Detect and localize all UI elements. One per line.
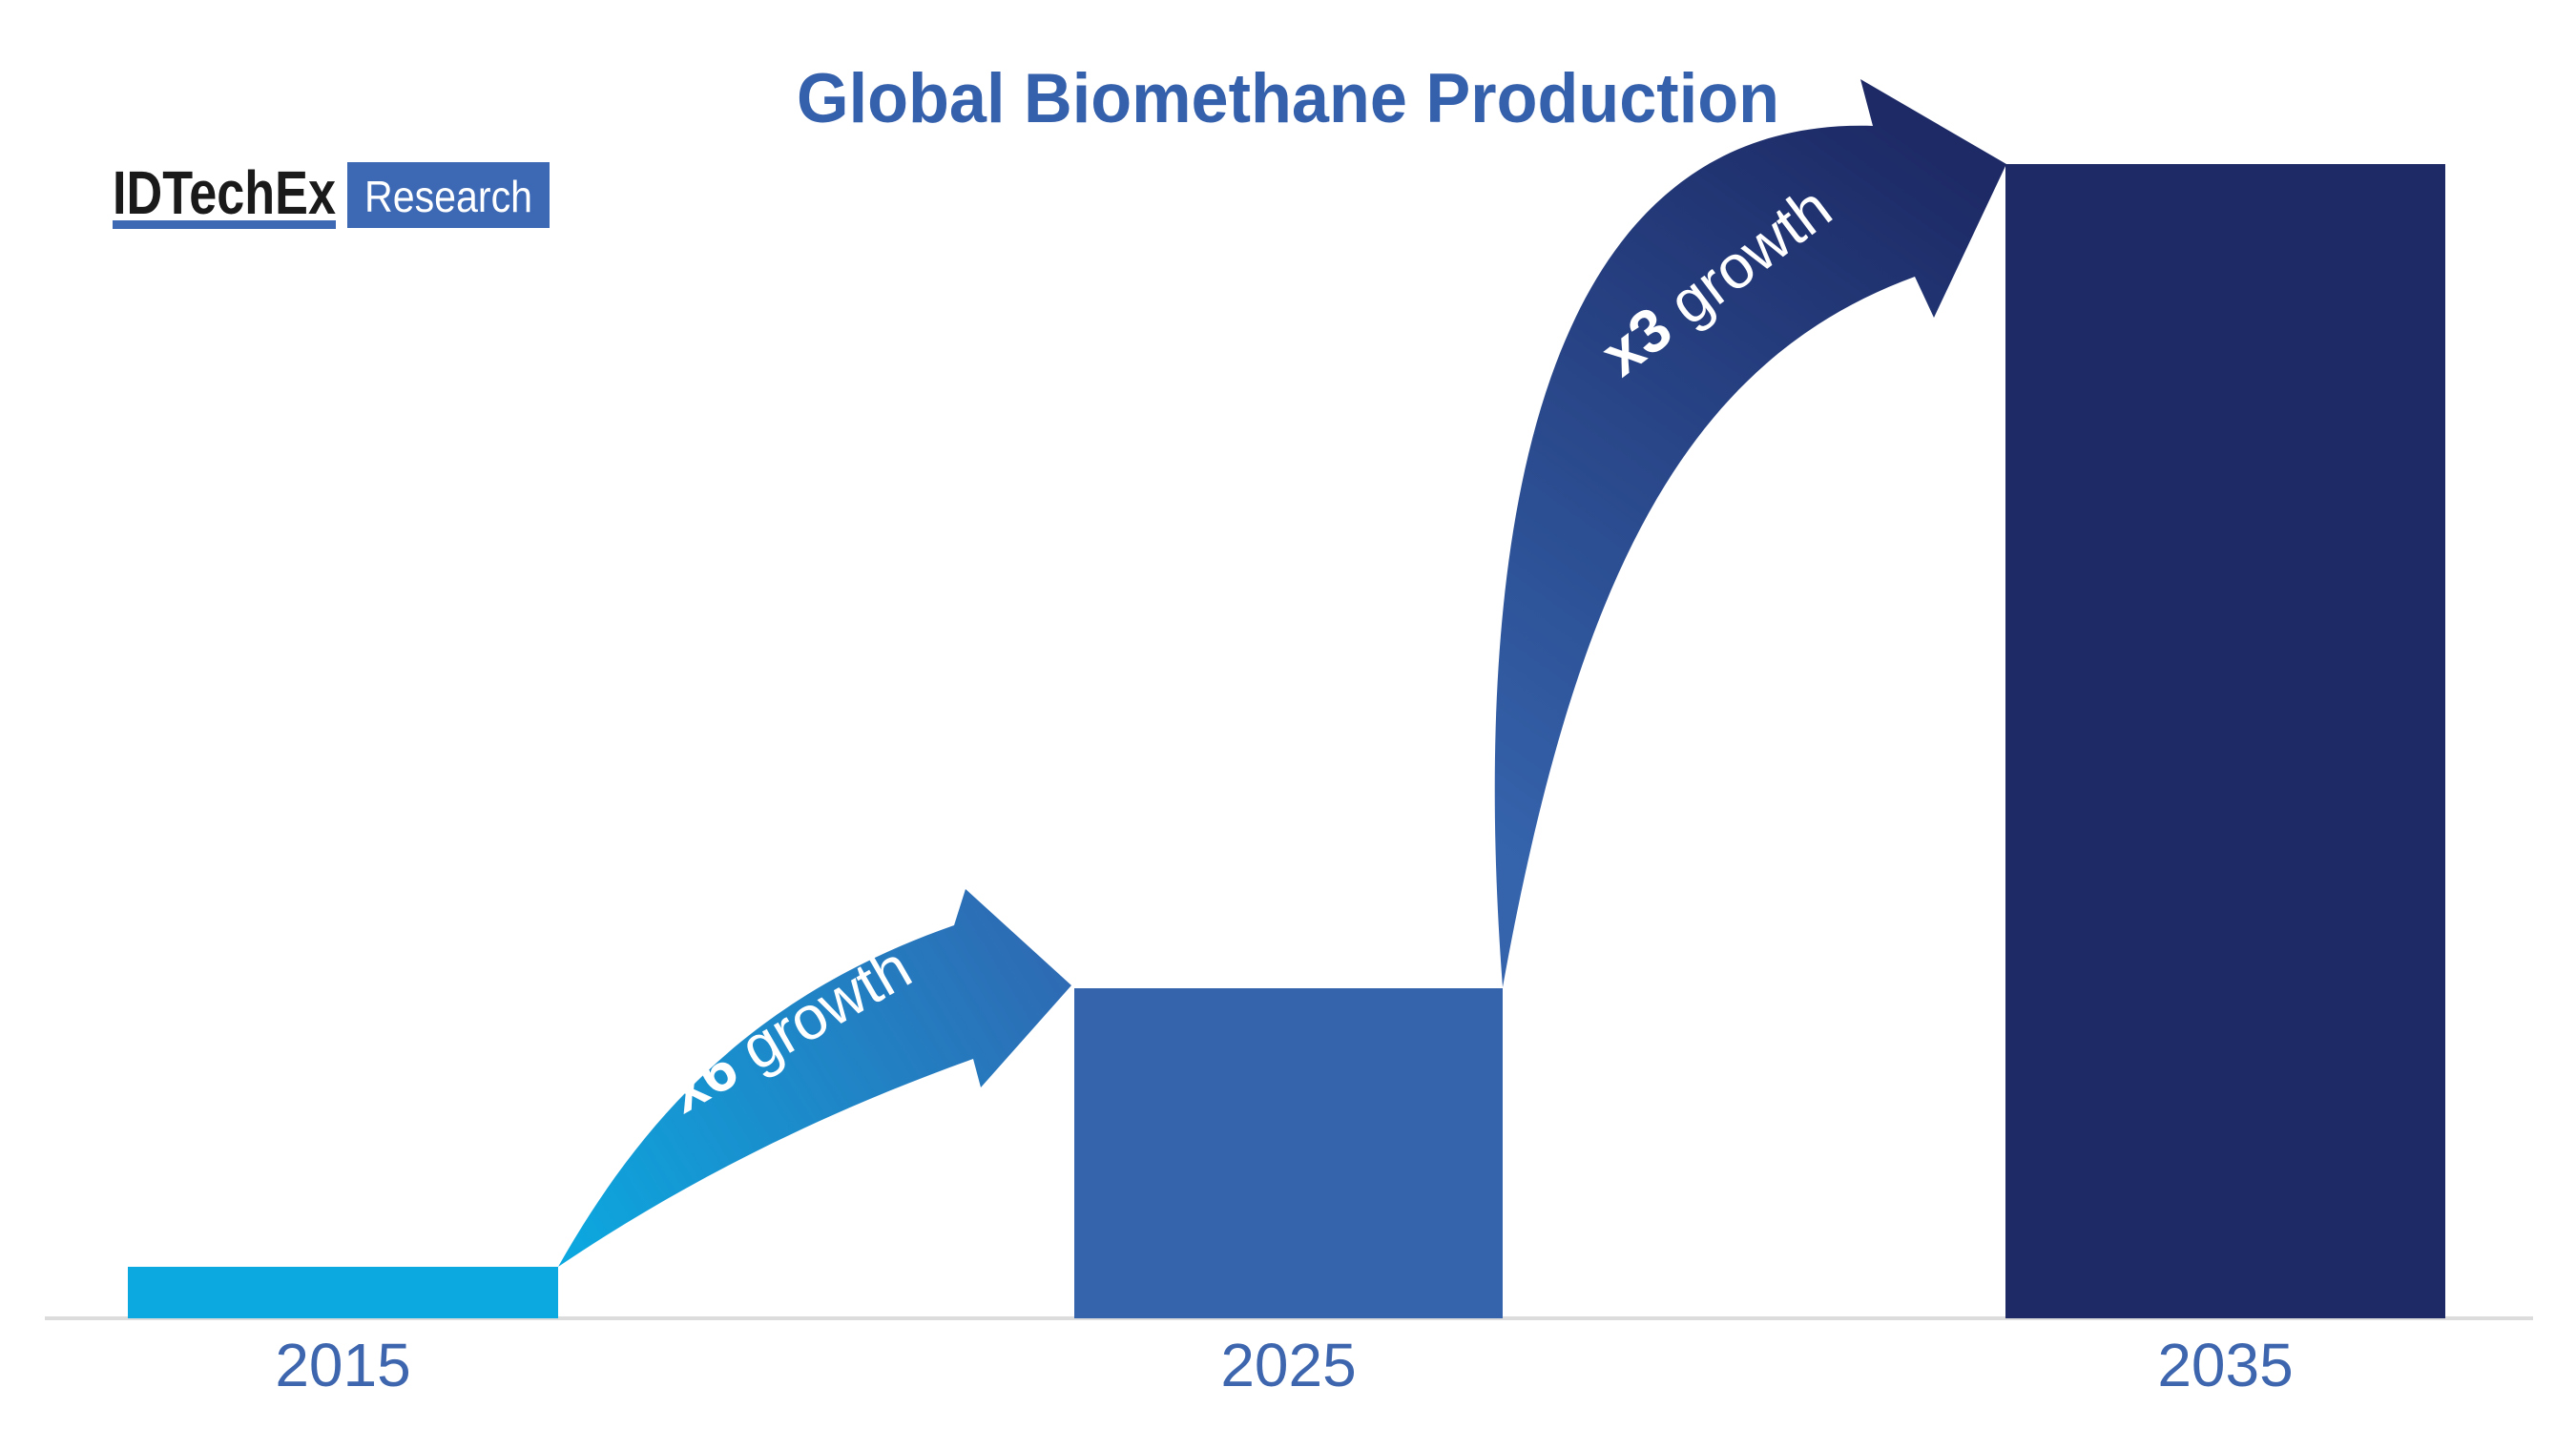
- growth-arrow-x3: [1494, 79, 2006, 987]
- logo-sub-text: Research: [364, 172, 532, 221]
- bar-2025: [1074, 988, 1503, 1318]
- chart-title: Global Biomethane Production: [797, 60, 1779, 137]
- axis-label-2025: 2025: [1220, 1331, 1356, 1399]
- bar-2035: [2005, 164, 2445, 1318]
- logo-underline: [113, 220, 336, 229]
- axis-label-2015: 2015: [275, 1331, 410, 1399]
- logo-sub-box: [347, 162, 550, 228]
- logo-brand-text: IDTechEx: [113, 158, 336, 227]
- idtechex-logo: IDTechEx Research: [113, 158, 550, 229]
- axis-label-2035: 2035: [2157, 1331, 2293, 1399]
- growth-arrow-x6: [558, 889, 1071, 1267]
- bar-2015: [128, 1267, 558, 1318]
